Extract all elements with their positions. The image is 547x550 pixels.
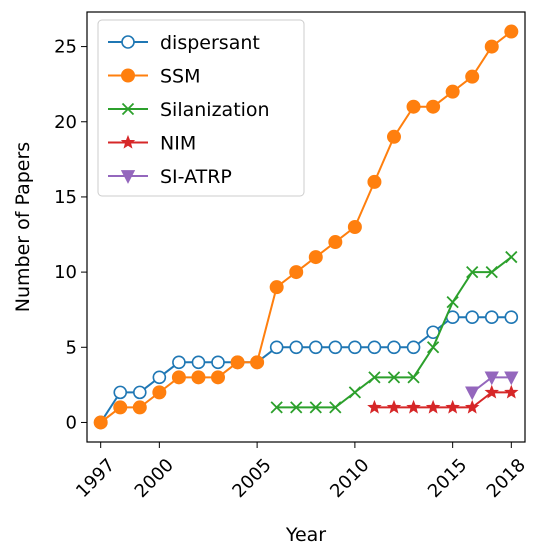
- series-1-point-21: [504, 24, 519, 39]
- series-1-point-0: [93, 415, 108, 430]
- series-3-point-6: [484, 384, 499, 399]
- legend-marker-1: [121, 68, 135, 83]
- series-1-point-5: [191, 370, 206, 385]
- x-axis-label: Year: [285, 524, 326, 546]
- legend-marker-3: [120, 134, 136, 149]
- series-0-point-2: [132, 385, 147, 400]
- series-1-point-7: [230, 355, 245, 370]
- series-0-point-14: [367, 340, 382, 355]
- legend-label-3: NIM: [160, 133, 196, 155]
- y-tick-label-1: 5: [66, 337, 77, 358]
- series-1-point-2: [132, 400, 147, 415]
- series-4-point-1: [484, 371, 499, 386]
- series-1-point-1: [113, 400, 128, 415]
- series-0-point-4: [172, 355, 186, 370]
- series-0-point-1: [113, 385, 128, 400]
- series-0-point-10: [289, 340, 304, 355]
- series-1-point-17: [426, 99, 441, 114]
- y-tick-label-0: 0: [66, 412, 77, 433]
- legend-marker-0: [121, 35, 135, 49]
- x-tick-label-5: 2018: [483, 455, 530, 502]
- legend-frame: [97, 19, 305, 197]
- legend-label-4: SI-ATRP: [160, 166, 232, 188]
- series-2-point-5: [368, 371, 381, 384]
- x-tick-label-2: 2005: [228, 455, 275, 502]
- x-tick-label-1: 2000: [131, 455, 178, 502]
- series-0-point-19: [465, 310, 480, 325]
- y-tick-label-5: 25: [54, 37, 77, 58]
- series-1-point-11: [308, 250, 323, 265]
- y-tick-label-4: 20: [54, 112, 77, 133]
- legend-marker-4: [120, 170, 136, 184]
- series-line-1: [100, 30, 512, 424]
- series-3-point-1: [386, 399, 402, 414]
- series-0-point-11: [308, 340, 323, 355]
- series-1-point-4: [171, 370, 186, 385]
- series-1-point-18: [445, 84, 460, 99]
- y-tick-label-3: 15: [54, 187, 77, 208]
- series-2-point-10: [466, 265, 479, 279]
- series-4-point-0: [465, 386, 480, 401]
- series-2-point-4: [348, 386, 362, 399]
- series-1-point-3: [152, 385, 167, 400]
- x-tick-label-0: 1997: [72, 455, 119, 502]
- series-1-point-13: [347, 220, 362, 234]
- series-0-point-6: [211, 355, 225, 370]
- series-3-point-3: [425, 399, 441, 414]
- series-0-point-3: [152, 370, 167, 385]
- legend-label-2: Silanization: [160, 99, 270, 121]
- series-0-point-21: [504, 310, 519, 325]
- series-0-point-16: [406, 340, 421, 355]
- series-4-point-2: [504, 371, 519, 386]
- series-2-point-12: [505, 250, 518, 264]
- series-3-point-0: [367, 399, 382, 414]
- series-line-2: [276, 256, 512, 409]
- legend-marker-2: [121, 102, 135, 116]
- series-1-point-8: [250, 355, 265, 370]
- series-3-point-5: [464, 399, 480, 414]
- series-1-point-6: [211, 370, 226, 385]
- series-3-point-4: [445, 399, 460, 414]
- series-2-point-7: [407, 371, 420, 384]
- series-layer: [93, 24, 519, 430]
- legend-label-0: dispersant: [160, 32, 260, 54]
- series-1-point-16: [406, 99, 421, 114]
- plot-frame: [86, 11, 526, 443]
- series-0-point-13: [348, 340, 362, 355]
- series-1-point-14: [367, 174, 382, 189]
- series-1-point-20: [484, 39, 499, 54]
- series-3-point-7: [504, 384, 519, 399]
- series-1-point-12: [328, 235, 343, 250]
- series-2-point-11: [485, 265, 498, 279]
- series-1-point-10: [289, 265, 304, 280]
- series-1-point-15: [386, 129, 401, 144]
- series-2-point-6: [387, 371, 401, 384]
- x-tick-label-3: 2010: [326, 455, 373, 502]
- series-0-point-15: [387, 340, 401, 355]
- legend-label-1: SSM: [160, 66, 201, 88]
- series-1-point-19: [465, 69, 480, 84]
- series-0-point-5: [191, 355, 206, 370]
- y-tick-label-2: 10: [54, 262, 77, 283]
- series-2-point-1: [290, 401, 303, 414]
- y-axis-label: Number of Papers: [12, 142, 34, 312]
- series-1-point-9: [269, 280, 284, 295]
- x-tick-label-4: 2015: [424, 455, 471, 502]
- series-3-point-2: [406, 399, 421, 414]
- series-0-point-9: [269, 340, 284, 355]
- series-2-point-2: [309, 401, 322, 414]
- series-2-point-0: [270, 401, 283, 414]
- series-2-point-8: [426, 341, 440, 354]
- series-0-point-20: [484, 310, 499, 325]
- series-0-point-12: [328, 340, 343, 355]
- series-2-point-9: [446, 296, 459, 309]
- legend: dispersant SSM Silanization NIM SI-ATRP: [97, 19, 305, 197]
- series-2-point-3: [329, 401, 342, 414]
